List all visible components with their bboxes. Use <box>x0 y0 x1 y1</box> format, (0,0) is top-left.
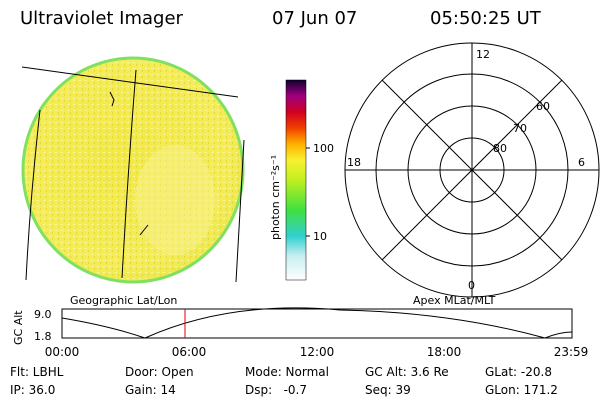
footer-field: Gain: 14 <box>125 383 176 397</box>
time-tick: 06:00 <box>172 345 207 359</box>
colorbar-label: photon cm⁻²s⁻¹ <box>269 155 282 240</box>
footer-field: GLon: 171.2 <box>485 383 558 397</box>
instrument: Ultraviolet Imager <box>20 8 184 29</box>
panel-label: Geographic Lat/Lon <box>70 294 177 307</box>
time: 05:50:25 UT <box>430 8 542 29</box>
footer-field: GLat: -20.8 <box>485 365 552 379</box>
altitude-tick: 9.0 <box>34 308 52 321</box>
polar-grid <box>344 42 600 298</box>
time-tick: 00:00 <box>45 345 80 359</box>
date: 07 Jun 07 <box>272 8 357 29</box>
mlt-label: 6 <box>578 156 585 169</box>
lat-label: 60 <box>536 100 550 113</box>
colorbar-tick: 100 <box>313 142 334 155</box>
lat-label: 70 <box>513 122 527 135</box>
footer-field: Door: Open <box>125 365 194 379</box>
uv-image <box>21 56 245 284</box>
colorbar-tick: 10 <box>313 230 327 243</box>
altitude-label: GC Alt <box>12 310 25 345</box>
mlt-label: 18 <box>347 156 361 169</box>
time-tick: 18:00 <box>427 345 462 359</box>
footer-field: Flt: LBHL <box>10 365 64 379</box>
altitude-plot: GC Alt 9.0 1.8 00:00 06:00 12:00 18:00 2… <box>12 307 589 359</box>
colorbar: 100 10 photon cm⁻²s⁻¹ <box>269 79 334 281</box>
footer-field: IP: 36.0 <box>10 383 55 397</box>
lat-label: 80 <box>493 142 507 155</box>
mlt-label: 12 <box>476 48 490 61</box>
mlt-label: 0 <box>468 279 475 292</box>
footer-field: Mode: Normal <box>245 365 329 379</box>
altitude-tick: 1.8 <box>34 330 52 343</box>
panel-label: Apex MLat/MLT <box>413 294 496 307</box>
footer: Flt: LBHL Door: Open Mode: Normal GC Alt: 3… <box>10 365 558 397</box>
footer-field: GC Alt: 3.6 Re <box>365 365 449 379</box>
footer-field: Dsp: -0.7 <box>245 383 307 397</box>
time-tick: 12:00 <box>300 345 335 359</box>
time-tick: 23:59 <box>554 345 589 359</box>
footer-field: Seq: 39 <box>365 383 411 397</box>
